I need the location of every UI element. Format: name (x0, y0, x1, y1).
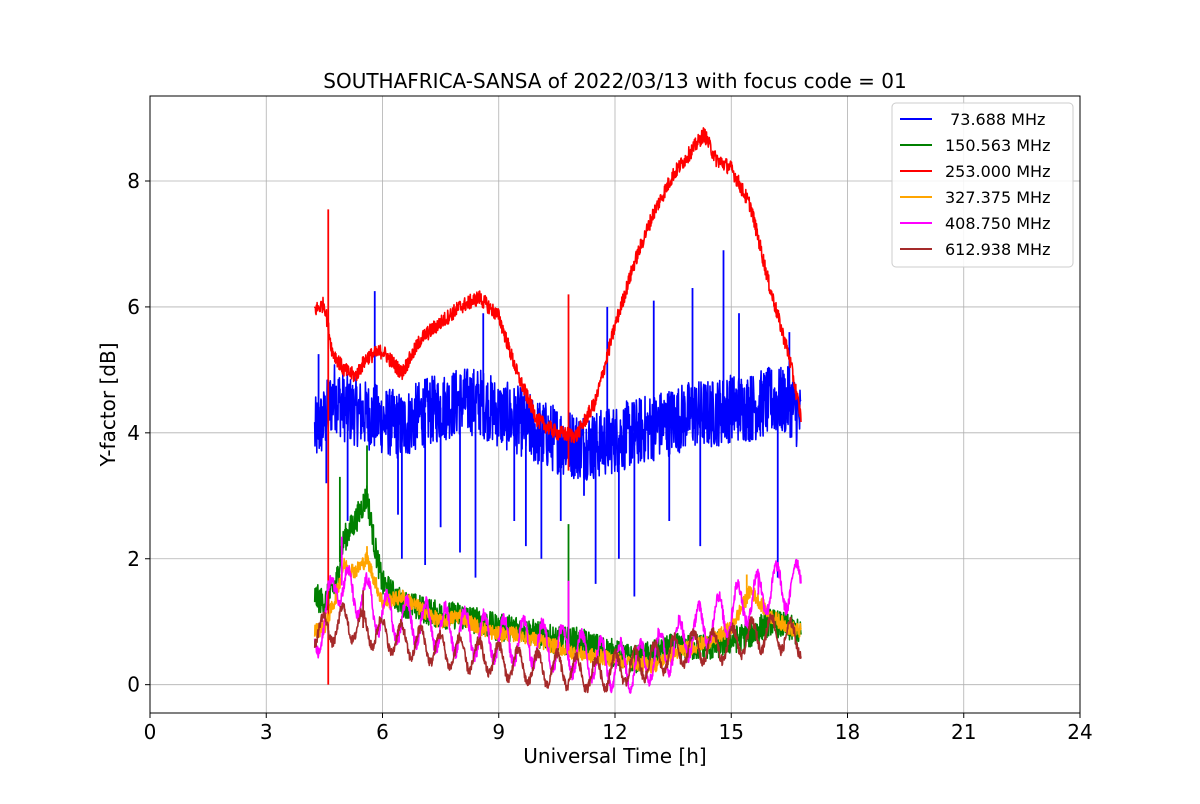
x-tick-label: 3 (260, 720, 273, 744)
legend-entry: 612.938 MHz (900, 240, 1050, 259)
legend-box (891, 102, 1074, 268)
legend-label: 73.688 MHz (945, 110, 1045, 129)
series-line (313, 602, 802, 694)
legend-entry: 150.563 MHz (900, 136, 1050, 155)
legend-entry: 73.688 MHz (900, 110, 1045, 129)
x-tick-label: 9 (492, 720, 505, 744)
legend-entry: 408.750 MHz (900, 214, 1050, 233)
series-6 (313, 590, 802, 694)
x-tick-label: 24 (1067, 720, 1092, 744)
series-group (313, 127, 802, 694)
legend: 73.688 MHz 150.563 MHz 253.000 MHz 327.375 … (891, 102, 1074, 268)
x-axis-label: Universal Time [h] (523, 744, 706, 768)
x-tick-label: 6 (376, 720, 389, 744)
y-tick-label: 0 (127, 673, 140, 697)
x-tick-label: 0 (144, 720, 157, 744)
legend-entry: 253.000 MHz (900, 162, 1050, 181)
y-tick-label: 8 (127, 169, 140, 193)
series-line (313, 485, 802, 674)
series-line (313, 558, 802, 694)
legend-label: 253.000 MHz (945, 162, 1050, 181)
y-tick-label: 2 (127, 547, 140, 571)
chart-title: SOUTHAFRICA-SANSA of 2022/03/13 with foc… (323, 69, 907, 93)
y-tick-label: 6 (127, 295, 140, 319)
legend-label: 612.938 MHz (945, 240, 1050, 259)
legend-label: 327.375 MHz (945, 188, 1050, 207)
x-tick-label: 12 (602, 720, 627, 744)
legend-label: 150.563 MHz (945, 136, 1050, 155)
legend-entry: 327.375 MHz (900, 188, 1050, 207)
y-tick-label: 4 (127, 421, 140, 445)
x-tick-label: 21 (951, 720, 976, 744)
x-axis: 0 3 6 9 12 15 18 21 24 (144, 713, 1093, 744)
series-5 (313, 536, 802, 694)
x-tick-label: 15 (719, 720, 744, 744)
series-line (313, 364, 802, 481)
y-axis: 0 2 4 6 8 (127, 169, 150, 697)
legend-label: 408.750 MHz (945, 214, 1050, 233)
y-axis-label: Y-factor [dB] (96, 342, 120, 467)
x-tick-label: 18 (835, 720, 860, 744)
series-line (313, 127, 802, 444)
